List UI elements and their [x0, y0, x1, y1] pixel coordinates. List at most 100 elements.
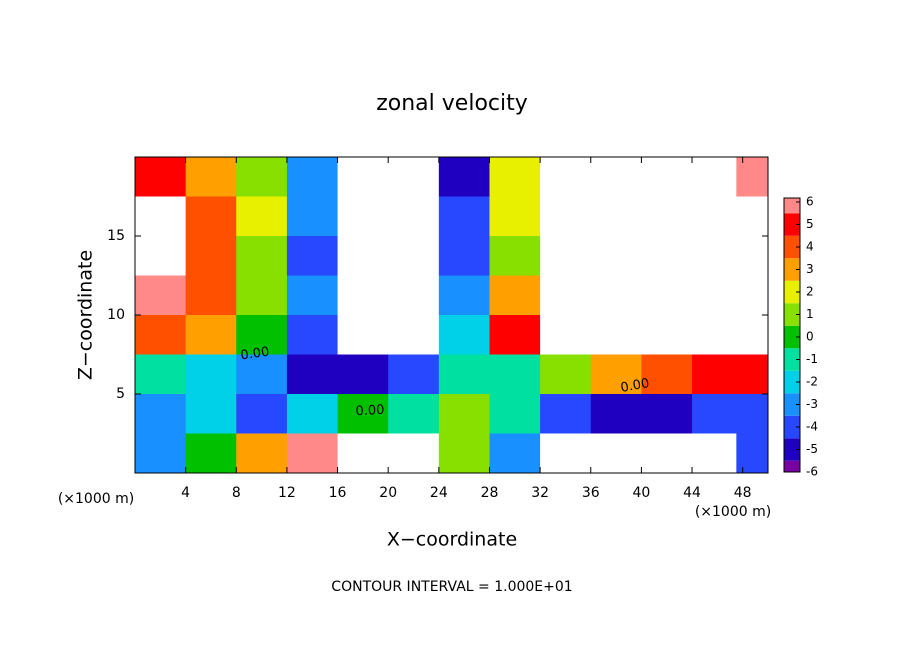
field-cell — [540, 236, 592, 276]
field-cell — [736, 354, 769, 395]
field-cell — [641, 354, 693, 395]
field-cell — [489, 236, 541, 276]
field-cell — [337, 394, 389, 434]
chart-title: zonal velocity — [376, 91, 528, 116]
field-cell — [736, 196, 769, 237]
field-cell — [438, 157, 490, 197]
field-cell — [337, 433, 389, 474]
field-cell — [438, 354, 490, 395]
field-cell — [692, 275, 737, 316]
field-cell — [590, 196, 642, 237]
field-cell — [736, 433, 769, 474]
field-cell — [286, 236, 339, 276]
field-cell — [590, 315, 642, 355]
x-tick-label: 4 — [181, 485, 190, 501]
field-cell — [337, 315, 389, 355]
field-cell — [641, 315, 693, 355]
x-tick-label: 8 — [232, 485, 241, 501]
field-cell — [286, 394, 339, 434]
colorbar-band — [784, 438, 800, 461]
colorbar-band — [784, 280, 800, 304]
field-cell — [438, 394, 490, 434]
field-cell — [135, 315, 187, 355]
field-cell — [489, 275, 541, 316]
field-cell — [489, 196, 541, 237]
field-cell — [185, 315, 237, 355]
field-cell — [337, 275, 389, 316]
colorbar-band — [784, 348, 800, 371]
field-cell — [286, 433, 339, 474]
field-cell — [540, 394, 592, 434]
field-cell — [236, 315, 288, 355]
colorbar-tick-label: 1 — [806, 307, 814, 321]
field-cell — [236, 394, 288, 434]
colorbar-band — [784, 415, 800, 439]
colorbar-band — [784, 235, 800, 259]
colorbar-frame — [783, 197, 801, 473]
field-cell — [692, 433, 737, 474]
x-unit-label: (×1000 m) — [695, 504, 771, 520]
field-cell — [641, 236, 693, 276]
footer-note: CONTOUR INTERVAL = 1.000E+01 — [331, 579, 572, 595]
field-cell — [388, 157, 440, 197]
contour-label: 0.00 — [619, 376, 650, 396]
field-cell — [185, 157, 237, 197]
field-cell — [337, 196, 389, 237]
field-cell — [692, 315, 737, 355]
field-cell — [590, 275, 642, 316]
field-cell — [692, 394, 737, 434]
field-cell — [185, 275, 237, 316]
field-cell — [736, 394, 769, 434]
colorbar-tick-label: 6 — [806, 195, 814, 209]
field-cell — [236, 196, 288, 237]
colorbar-band — [784, 370, 800, 394]
field-cell — [641, 196, 693, 237]
y-tick-label: 15 — [107, 228, 125, 244]
field-cell — [286, 315, 339, 355]
colorbar-tick-label: 3 — [806, 262, 814, 276]
x-tick-label: 44 — [683, 485, 701, 501]
colorbar-band — [784, 303, 800, 326]
field-cell — [590, 157, 642, 197]
field-cell — [540, 275, 592, 316]
field-cell — [641, 275, 693, 316]
field-cell — [337, 354, 389, 395]
colorbar-tick-label: 2 — [806, 285, 814, 299]
colorbar-tick-label: 0 — [806, 330, 814, 344]
field-cell — [185, 196, 237, 237]
field-cell — [540, 196, 592, 237]
field-cell — [135, 157, 187, 197]
field-cell — [438, 236, 490, 276]
field-cell — [185, 394, 237, 434]
field-cell — [236, 275, 288, 316]
colorbar-tick-label: 4 — [806, 240, 814, 254]
field-cell — [540, 157, 592, 197]
field-cell — [438, 196, 490, 237]
field-cell — [438, 275, 490, 316]
field-cell — [641, 157, 693, 197]
field-cell — [438, 433, 490, 474]
colorbar-tick-label: -2 — [806, 375, 818, 389]
field-cell — [736, 157, 769, 197]
x-tick-label: 12 — [278, 485, 296, 501]
field-cell — [692, 157, 737, 197]
field-cell — [388, 275, 440, 316]
colorbar-band — [784, 460, 800, 472]
field-cell — [692, 196, 737, 237]
colorbar-band — [784, 258, 800, 281]
colorbar-tick-label: -1 — [806, 352, 818, 366]
field-cell — [489, 157, 541, 197]
field-cell — [736, 275, 769, 316]
x-tick-label: 40 — [632, 485, 650, 501]
field-cell — [540, 433, 592, 474]
colorbar-band — [784, 198, 800, 214]
field-cell — [135, 196, 187, 237]
field-cell — [692, 354, 737, 395]
field-cell — [641, 433, 693, 474]
field-cell — [236, 433, 288, 474]
colorbar-band — [784, 213, 800, 236]
field-cell — [286, 354, 339, 395]
field-cell — [489, 394, 541, 434]
field-cell — [736, 236, 769, 276]
